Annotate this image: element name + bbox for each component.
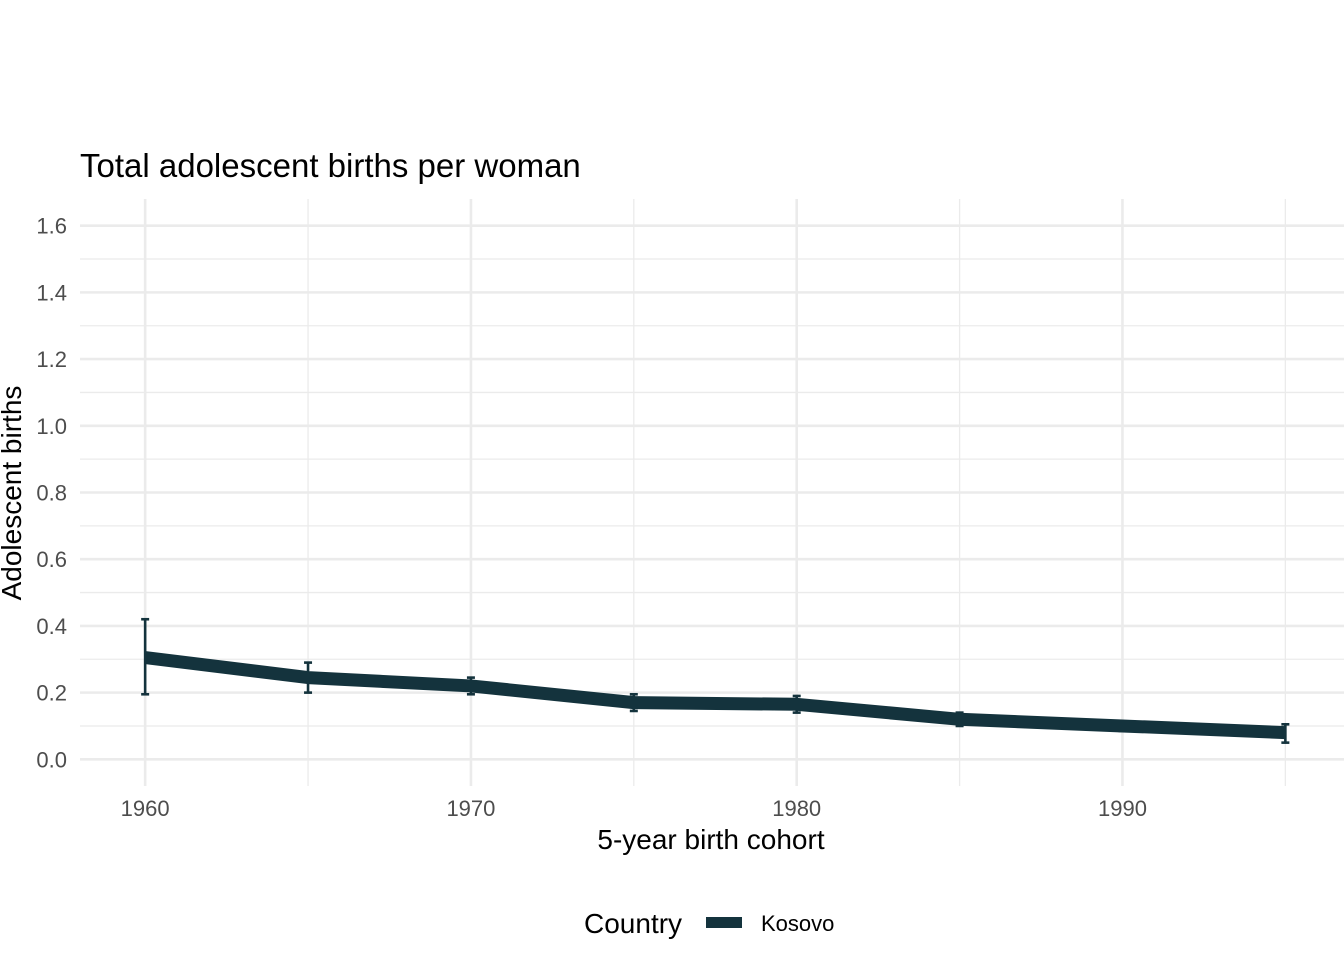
x-tick-label: 1960 [121,796,170,821]
chart-title: Total adolescent births per woman [80,147,581,184]
y-tick-label: 0.4 [36,614,67,639]
y-tick-label: 0.0 [36,747,67,772]
y-axis-tick-labels: 0.0 0.2 0.4 0.6 0.8 1.0 1.2 1.4 1.6 [36,214,67,773]
legend: Country Kosovo [584,908,834,939]
data-point [1284,732,1286,734]
y-tick-label: 1.0 [36,414,67,439]
y-tick-label: 0.2 [36,681,67,706]
data-point [144,657,146,659]
data-point [1121,725,1123,727]
y-tick-label: 1.6 [36,214,67,239]
x-tick-label: 1980 [772,796,821,821]
y-tick-label: 0.6 [36,547,67,572]
data-point [307,677,309,679]
y-axis-title: Adolescent births [0,386,27,601]
data-point [796,703,798,705]
legend-title: Country [584,908,682,939]
y-tick-label: 1.4 [36,280,67,305]
minor-gridlines [80,199,1344,786]
series-group [141,617,1290,744]
data-point [470,685,472,687]
legend-label-kosovo: Kosovo [761,911,834,936]
x-axis-title: 5-year birth cohort [597,824,824,855]
y-tick-label: 1.2 [36,347,67,372]
x-tick-label: 1990 [1098,796,1147,821]
x-tick-label: 1970 [446,796,495,821]
y-tick-label: 0.8 [36,481,67,506]
data-point [633,702,635,704]
x-axis-tick-labels: 1960 1970 1980 1990 [121,796,1147,821]
series-line-kosovo [144,651,1286,740]
legend-key-kosovo [706,917,742,928]
data-point [959,718,961,720]
